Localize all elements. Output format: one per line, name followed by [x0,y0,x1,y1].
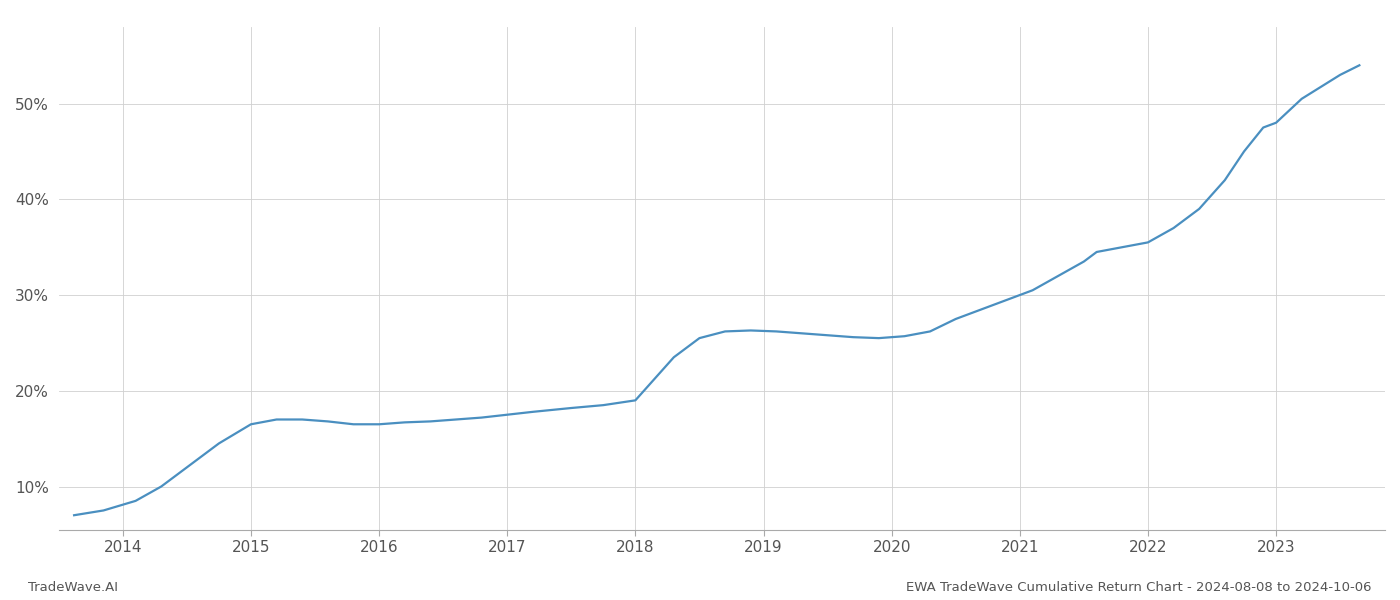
Text: EWA TradeWave Cumulative Return Chart - 2024-08-08 to 2024-10-06: EWA TradeWave Cumulative Return Chart - … [907,581,1372,594]
Text: TradeWave.AI: TradeWave.AI [28,581,118,594]
